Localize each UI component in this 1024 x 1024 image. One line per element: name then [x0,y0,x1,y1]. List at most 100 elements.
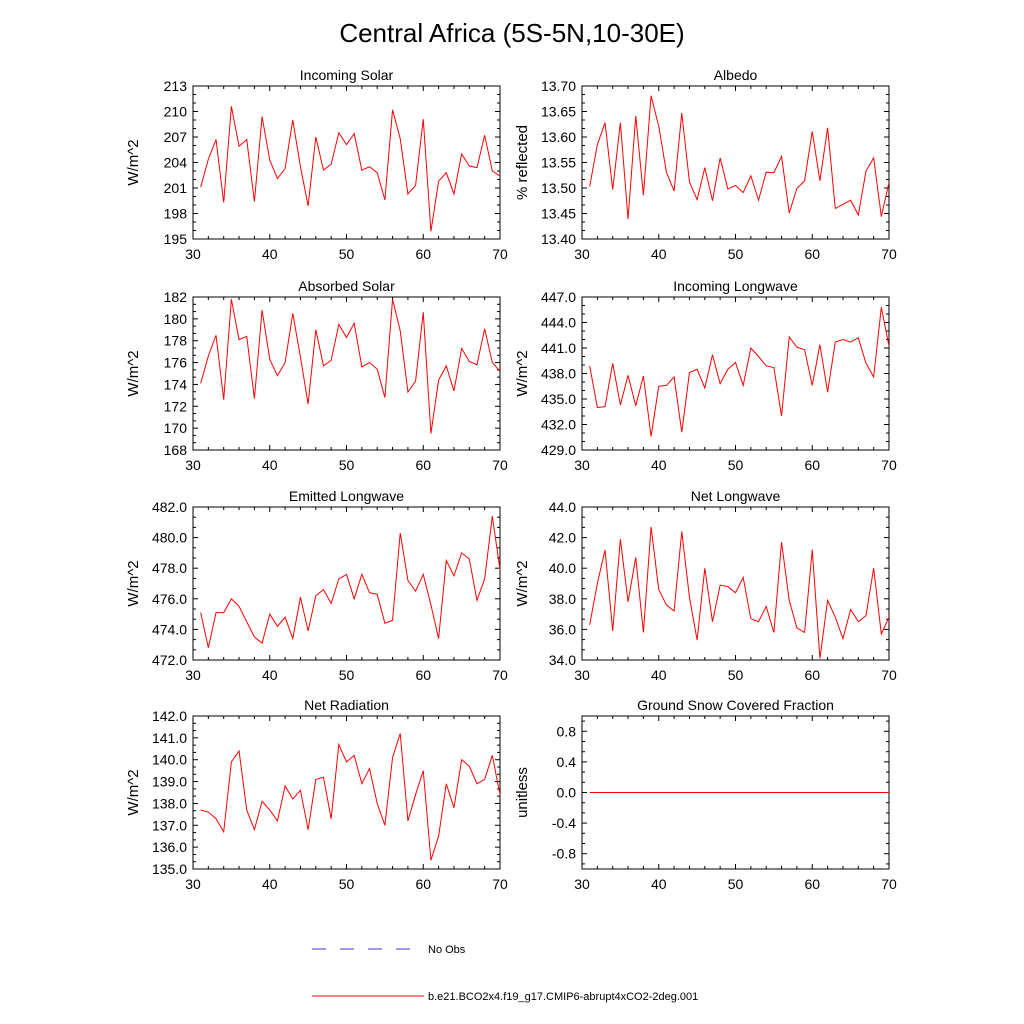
y-tick-label: -0.4 [552,815,576,831]
x-tick-label: 40 [651,246,667,262]
x-tick-label: 50 [339,667,355,683]
y-tick-label: 36.0 [549,621,576,637]
y-tick-label: 13.40 [541,231,576,247]
x-tick-label: 40 [262,876,278,892]
y-tick-label: 210 [164,104,188,120]
plot-frame [192,506,501,661]
y-tick-label: 178 [164,333,188,349]
y-tick-label: 140.0 [152,752,187,768]
chart-title: Net Longwave [691,488,781,504]
y-tick-label: 40.0 [549,560,576,576]
series-line [589,307,890,437]
y-tick-label: 480.0 [152,530,187,546]
y-axis-label: % reflected [514,125,531,200]
series-line [589,95,890,220]
x-tick-label: 40 [262,667,278,683]
chart-panel: Absorbed Solar W/m^2 168 170 172 174 176 178 180… [125,278,508,473]
y-axis-label: W/m^2 [125,560,142,606]
x-tick-label: 40 [262,246,278,262]
y-tick-label: 213 [164,78,188,94]
x-tick-label: 50 [728,246,744,262]
plot-frame [192,85,501,240]
y-tick-label: 13.45 [541,206,576,222]
chart-title: Absorbed Solar [298,278,395,294]
x-tick-label: 50 [728,457,744,473]
x-tick-label: 60 [804,876,820,892]
y-tick-label: 429.0 [541,442,576,458]
chart-panel: Net Longwave W/m^2 34.0 36.0 38.0 40.0 42.0 44.… [514,488,897,683]
y-tick-label: 0.4 [557,754,577,770]
y-tick-label: 168 [164,442,188,458]
y-tick-label: 441.0 [541,340,576,356]
y-tick-label: 174 [164,376,188,392]
y-tick-label: 136.0 [152,839,187,855]
y-tick-label: 0.0 [557,785,577,801]
y-tick-label: 482.0 [152,499,187,515]
y-tick-label: 142.0 [152,708,187,724]
y-tick-label: 141.0 [152,730,187,746]
y-tick-label: 0.8 [557,723,577,739]
y-tick-label: 204 [164,155,188,171]
x-tick-label: 70 [881,246,897,262]
y-tick-label: 13.65 [541,104,576,120]
x-tick-label: 60 [804,667,820,683]
y-axis-label: W/m^2 [514,560,531,606]
x-tick-label: 30 [574,667,590,683]
y-axis-label: W/m^2 [125,139,142,185]
chart-panel: Albedo % reflected 13.40 13.45 13.50 13.55 13.… [514,67,897,262]
x-tick-label: 70 [881,667,897,683]
x-tick-label: 30 [185,246,201,262]
y-tick-label: 44.0 [549,499,576,515]
chart-title: Incoming Solar [300,67,394,83]
y-tick-label: 135.0 [152,861,187,877]
y-tick-label: 170 [164,420,188,436]
legend: No Obs b.e21.BCO2x4.f19_g17.CMIP6-abrupt… [312,944,698,1003]
chart-title: Incoming Longwave [673,278,798,294]
legend-model-label: b.e21.BCO2x4.f19_g17.CMIP6-abrupt4xCO2-2… [428,991,698,1003]
y-tick-label: 438.0 [541,366,576,382]
y-tick-label: 478.0 [152,560,187,576]
y-tick-label: 38.0 [549,591,576,607]
y-tick-label: 435.0 [541,391,576,407]
series-line [200,299,501,434]
x-tick-label: 60 [804,246,820,262]
x-tick-label: 70 [492,246,508,262]
y-axis-label: W/m^2 [125,350,142,396]
x-tick-label: 40 [262,457,278,473]
x-tick-label: 70 [492,667,508,683]
y-tick-label: 13.70 [541,78,576,94]
plot-frame [192,296,501,451]
x-tick-label: 50 [728,667,744,683]
chart-panel: Net Radiation W/m^2 135.0 136.0 137.0 138.0 13… [125,697,508,892]
x-tick-label: 50 [339,457,355,473]
y-tick-label: 474.0 [152,621,187,637]
y-tick-label: 207 [164,129,188,145]
y-tick-label: 137.0 [152,817,187,833]
x-tick-label: 30 [574,246,590,262]
x-tick-label: 50 [339,876,355,892]
chart-panel: Incoming Solar W/m^2 195 198 201 204 207 210 213… [125,67,508,262]
y-tick-label: 198 [164,206,188,222]
chart-title: Emitted Longwave [289,488,404,504]
y-axis-label: W/m^2 [514,350,531,396]
x-tick-label: 30 [185,667,201,683]
x-tick-label: 60 [415,876,431,892]
y-axis-label: W/m^2 [125,769,142,815]
chart-panel: Emitted Longwave W/m^2 472.0 474.0 476.0 478.… [125,488,508,683]
y-tick-label: 447.0 [541,289,576,305]
y-tick-label: 444.0 [541,315,576,331]
y-tick-label: 13.60 [541,129,576,145]
legend-obs-label: No Obs [428,944,466,956]
chart-panel: Incoming Longwave W/m^2 429.0 432.0 435.0 438… [514,278,897,473]
y-tick-label: 201 [164,180,188,196]
x-tick-label: 30 [574,457,590,473]
x-tick-label: 40 [651,457,667,473]
series-line [200,516,501,648]
y-tick-label: 172 [164,398,188,414]
y-tick-label: 34.0 [549,652,576,668]
x-tick-label: 60 [415,246,431,262]
plot-frame [581,296,890,451]
x-tick-label: 30 [574,876,590,892]
y-axis-label: unitless [514,767,531,818]
